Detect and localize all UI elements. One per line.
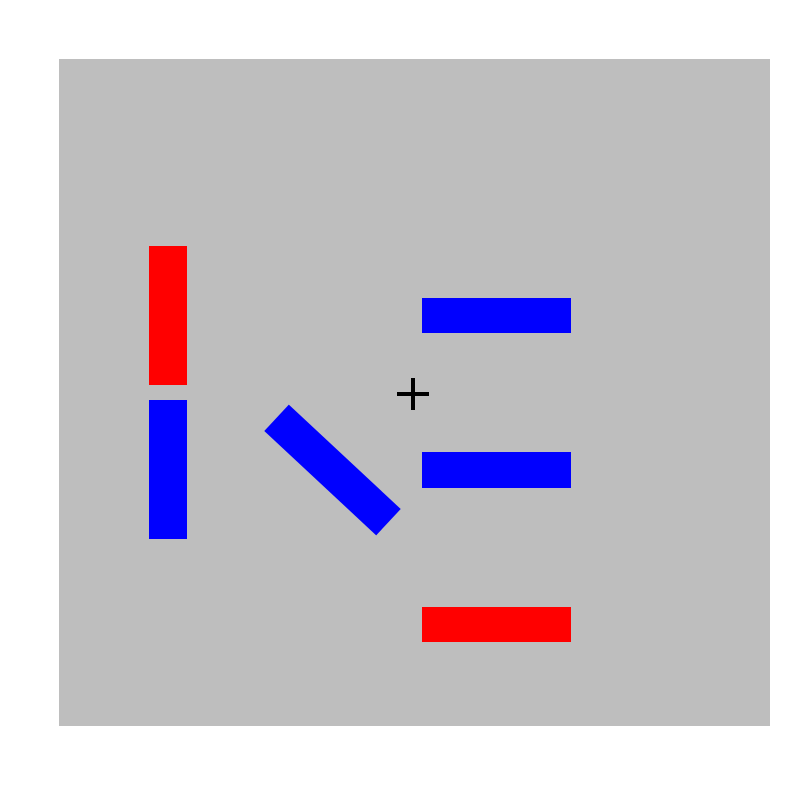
fixation-cross <box>397 378 429 410</box>
red-vertical-bar <box>149 246 187 385</box>
blue-horizontal-bar-top <box>422 298 571 333</box>
blue-vertical-bar <box>149 400 187 539</box>
red-horizontal-bar-bottom <box>422 607 571 642</box>
fixation-vertical-stroke <box>411 378 415 410</box>
blue-horizontal-bar-middle <box>422 452 571 488</box>
